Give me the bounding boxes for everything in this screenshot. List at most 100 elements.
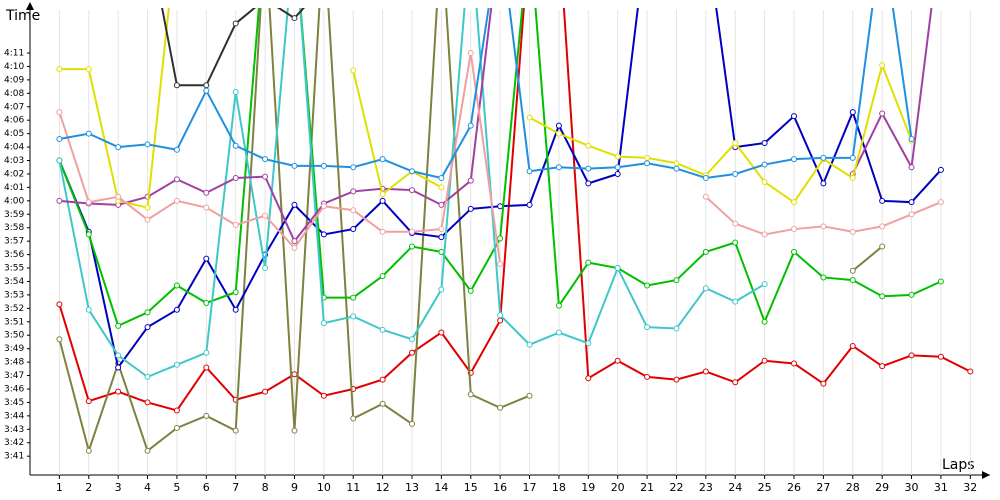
y-tick-label: 3:50 bbox=[4, 331, 24, 341]
x-tick-label: 18 bbox=[552, 481, 566, 494]
point bbox=[85, 199, 92, 206]
y-tick-label: 4:10 bbox=[4, 62, 24, 72]
point bbox=[144, 204, 151, 211]
point bbox=[497, 404, 504, 411]
point bbox=[350, 294, 357, 301]
point bbox=[908, 136, 915, 143]
point bbox=[820, 180, 827, 187]
point bbox=[144, 399, 151, 406]
x-tick-label: 32 bbox=[963, 481, 977, 494]
point bbox=[203, 87, 210, 94]
point bbox=[937, 199, 944, 206]
y-tick-label: 3:54 bbox=[4, 277, 24, 287]
point bbox=[555, 130, 562, 137]
point bbox=[908, 199, 915, 206]
point bbox=[350, 313, 357, 320]
point bbox=[115, 193, 122, 200]
point bbox=[937, 353, 944, 360]
point bbox=[526, 392, 533, 399]
point bbox=[614, 153, 621, 160]
x-tick-label: 16 bbox=[493, 481, 507, 494]
point bbox=[791, 156, 797, 163]
x-tick-label: 5 bbox=[173, 481, 180, 494]
point bbox=[497, 235, 504, 242]
point bbox=[702, 285, 709, 292]
x-tick-label: 10 bbox=[317, 481, 331, 494]
point bbox=[144, 216, 151, 223]
x-tick-label: 8 bbox=[262, 481, 269, 494]
point bbox=[908, 352, 915, 359]
point bbox=[350, 164, 357, 171]
y-tick-label: 3:57 bbox=[4, 237, 24, 247]
x-tick-label: 23 bbox=[699, 481, 713, 494]
point bbox=[879, 243, 886, 250]
point bbox=[702, 368, 709, 375]
point bbox=[320, 392, 327, 399]
point bbox=[438, 174, 445, 181]
y-tick-label: 4:03 bbox=[4, 156, 24, 166]
point bbox=[673, 160, 680, 167]
point bbox=[644, 282, 651, 289]
point bbox=[115, 364, 122, 371]
x-tick-label: 19 bbox=[581, 481, 595, 494]
y-tick-label: 4:01 bbox=[4, 183, 24, 193]
point bbox=[908, 291, 915, 298]
point bbox=[379, 197, 386, 204]
point bbox=[879, 110, 886, 117]
point bbox=[673, 165, 680, 172]
y-axis-label: Time bbox=[5, 8, 40, 24]
point bbox=[644, 160, 651, 167]
point bbox=[173, 176, 180, 183]
point bbox=[56, 109, 63, 116]
point bbox=[203, 204, 210, 211]
point bbox=[203, 349, 210, 356]
y-tick-label: 4:05 bbox=[4, 129, 24, 139]
y-tick-label: 3:51 bbox=[4, 317, 24, 327]
x-tick-label: 1 bbox=[56, 481, 63, 494]
point bbox=[232, 142, 239, 149]
point bbox=[232, 427, 239, 434]
point bbox=[908, 211, 915, 218]
point bbox=[673, 277, 680, 284]
series-line bbox=[59, 8, 913, 180]
point bbox=[820, 223, 827, 230]
point bbox=[85, 447, 92, 454]
point bbox=[173, 82, 180, 89]
point bbox=[379, 273, 386, 280]
point bbox=[262, 173, 269, 180]
y-tick-label: 3:46 bbox=[4, 384, 24, 394]
y-tick-label: 3:53 bbox=[4, 290, 24, 300]
point bbox=[56, 301, 63, 308]
point bbox=[820, 154, 827, 161]
point bbox=[291, 371, 298, 378]
y-tick-label: 4:11 bbox=[4, 49, 24, 59]
point bbox=[85, 306, 92, 313]
point bbox=[526, 201, 533, 208]
point bbox=[879, 223, 886, 230]
point bbox=[585, 340, 592, 347]
point bbox=[614, 164, 621, 171]
point bbox=[203, 255, 210, 262]
point bbox=[203, 364, 210, 371]
point bbox=[644, 324, 651, 331]
point bbox=[320, 231, 327, 238]
y-tick-label: 4:04 bbox=[4, 143, 24, 153]
point bbox=[761, 140, 768, 147]
point bbox=[614, 265, 621, 272]
x-tick-label: 4 bbox=[144, 481, 151, 494]
point bbox=[820, 380, 827, 387]
point bbox=[585, 259, 592, 266]
point bbox=[467, 205, 474, 212]
point bbox=[732, 239, 739, 246]
y-tick-label: 3:47 bbox=[4, 371, 24, 381]
point bbox=[350, 207, 357, 214]
point bbox=[673, 376, 680, 383]
point bbox=[761, 179, 768, 186]
x-tick-label: 6 bbox=[203, 481, 210, 494]
point bbox=[85, 130, 92, 137]
point bbox=[849, 109, 856, 116]
x-tick-label: 9 bbox=[291, 481, 298, 494]
point bbox=[555, 164, 562, 171]
x-tick-label: 25 bbox=[758, 481, 772, 494]
x-tick-label: 3 bbox=[115, 481, 122, 494]
